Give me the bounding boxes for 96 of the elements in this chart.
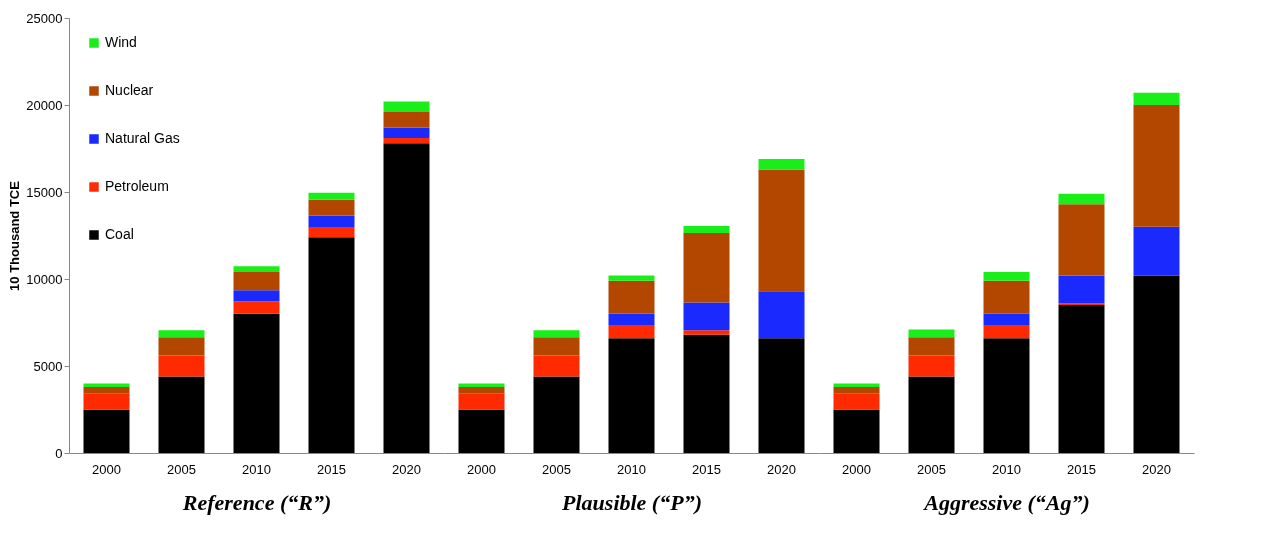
y-tick-label: 25000 bbox=[26, 10, 63, 26]
y-axis-title: 10 Thousand TCE bbox=[7, 180, 23, 291]
bar bbox=[83, 383, 130, 387]
bar bbox=[158, 330, 205, 338]
bar bbox=[983, 280, 1030, 314]
bar bbox=[908, 355, 955, 377]
x-tick-label: 2000 bbox=[842, 461, 871, 477]
bar bbox=[983, 338, 1030, 453]
bar bbox=[683, 225, 730, 233]
bar bbox=[683, 232, 730, 303]
legend-label: Coal bbox=[105, 226, 134, 242]
legend-label: Wind bbox=[105, 34, 137, 50]
bar bbox=[908, 329, 955, 338]
bar bbox=[533, 337, 580, 356]
bar bbox=[908, 376, 955, 453]
bar bbox=[233, 313, 280, 453]
x-tick-label: 2015 bbox=[317, 461, 346, 477]
bar bbox=[683, 334, 730, 453]
bar bbox=[83, 386, 130, 394]
bar bbox=[533, 355, 580, 377]
x-axis-title: Plausible (“P”) bbox=[561, 489, 702, 515]
bar bbox=[983, 313, 1030, 326]
y-tick-label: 20000 bbox=[26, 97, 63, 113]
bar bbox=[233, 266, 280, 273]
bar bbox=[758, 169, 805, 292]
bar bbox=[383, 101, 430, 112]
bar bbox=[683, 330, 730, 335]
x-tick-label: 2010 bbox=[992, 461, 1021, 477]
bar bbox=[533, 376, 580, 453]
bar bbox=[758, 338, 805, 453]
bar bbox=[308, 192, 355, 200]
bar bbox=[1058, 305, 1105, 453]
bar bbox=[908, 337, 955, 356]
bar bbox=[383, 143, 430, 453]
bar bbox=[833, 386, 880, 394]
bar bbox=[833, 409, 880, 453]
bar bbox=[758, 291, 805, 339]
legend-label: Nuclear bbox=[105, 82, 154, 98]
bar bbox=[983, 272, 1030, 281]
bar bbox=[533, 330, 580, 338]
bar bbox=[458, 393, 505, 410]
bar bbox=[158, 337, 205, 356]
bar bbox=[1133, 226, 1180, 276]
x-tick-label: 2010 bbox=[242, 461, 271, 477]
bar bbox=[608, 280, 655, 314]
bar bbox=[608, 325, 655, 339]
bar bbox=[758, 158, 805, 170]
bar bbox=[833, 393, 880, 410]
bar bbox=[308, 237, 355, 453]
bar bbox=[458, 409, 505, 453]
bar bbox=[383, 127, 430, 139]
x-tick-label: 2015 bbox=[1067, 461, 1096, 477]
x-axis-title: Aggressive (“Ag”) bbox=[922, 489, 1090, 515]
x-tick-label: 2005 bbox=[167, 461, 196, 477]
bar bbox=[83, 409, 130, 453]
legend-label: Petroleum bbox=[105, 178, 169, 194]
bar bbox=[983, 325, 1030, 339]
bar bbox=[83, 393, 130, 410]
y-tick-label: 10000 bbox=[26, 271, 63, 287]
bar bbox=[1058, 275, 1105, 304]
bar bbox=[308, 227, 355, 238]
bar bbox=[308, 199, 355, 216]
bar bbox=[608, 275, 655, 281]
y-tick-label: 0 bbox=[55, 445, 63, 461]
x-axis-title: Reference (“R”) bbox=[181, 489, 332, 515]
x-tick-label: 2000 bbox=[467, 461, 496, 477]
x-tick-label: 2005 bbox=[917, 461, 946, 477]
y-tick-label: 15000 bbox=[26, 184, 63, 200]
bar bbox=[158, 355, 205, 377]
y-tick-label: 5000 bbox=[33, 358, 63, 374]
bar bbox=[608, 338, 655, 453]
bar bbox=[158, 376, 205, 453]
bar bbox=[1133, 275, 1180, 453]
x-tick-label: 2000 bbox=[92, 461, 121, 477]
x-tick-label: 2020 bbox=[1142, 461, 1171, 477]
bar bbox=[233, 272, 280, 291]
bar bbox=[458, 383, 505, 387]
bar bbox=[1133, 92, 1180, 105]
bar bbox=[308, 215, 355, 228]
legend-label: Natural Gas bbox=[105, 130, 180, 146]
bar bbox=[233, 290, 280, 302]
x-tick-label: 2015 bbox=[692, 461, 721, 477]
bar bbox=[233, 301, 280, 314]
bar bbox=[1058, 204, 1105, 276]
x-tick-label: 2010 bbox=[617, 461, 646, 477]
bar bbox=[833, 383, 880, 387]
bar bbox=[1058, 193, 1105, 205]
x-tick-label: 2005 bbox=[542, 461, 571, 477]
bar bbox=[608, 313, 655, 326]
bar bbox=[683, 302, 730, 331]
bar bbox=[383, 111, 430, 128]
bar bbox=[1133, 105, 1180, 227]
x-tick-label: 2020 bbox=[767, 461, 796, 477]
bar bbox=[458, 386, 505, 394]
bar bbox=[383, 138, 430, 144]
x-tick-label: 2020 bbox=[392, 461, 421, 477]
